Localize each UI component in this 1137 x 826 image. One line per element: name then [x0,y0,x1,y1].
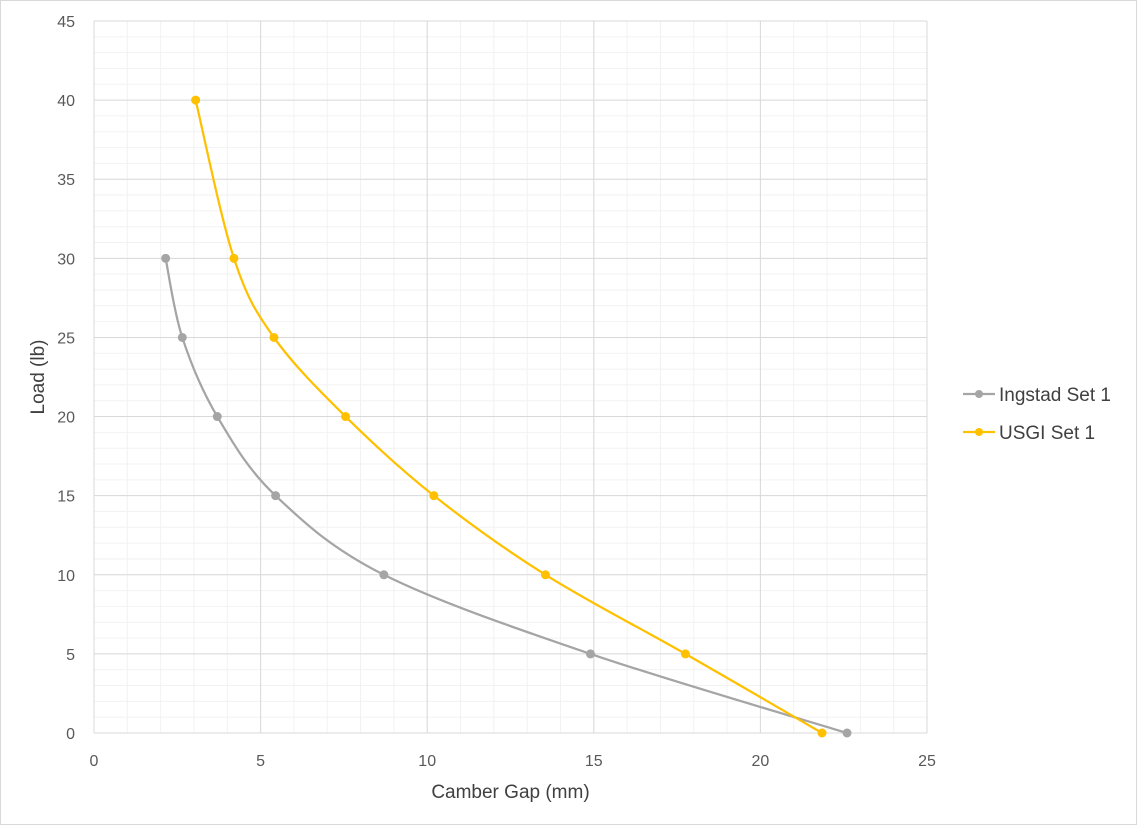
x-tick-label: 10 [418,753,436,770]
data-point-usgi-set-1 [817,728,827,738]
data-point-usgi-set-1 [191,95,201,105]
x-axis-title: Camber Gap (mm) [431,782,589,803]
y-tick-label: 5 [66,647,75,664]
series-ingstad-set-1 [161,253,852,738]
legend-item-usgi-set-1: USGI Set 1 [963,423,1095,444]
y-tick-label: 25 [57,330,75,347]
y-axis-title: Load (lb) [28,340,49,415]
legend-item-ingstad-set-1: Ingstad Set 1 [963,385,1111,406]
legend-label: USGI Set 1 [999,423,1095,444]
legend-label: Ingstad Set 1 [999,385,1111,406]
data-point-ingstad-set-1 [271,491,281,501]
y-tick-label: 35 [57,172,75,189]
legend-swatch-marker [975,428,983,436]
data-point-ingstad-set-1 [177,332,187,342]
series-layer [161,95,852,738]
x-tick-label: 5 [256,753,265,770]
y-tick-label: 30 [57,251,75,268]
x-tick-label: 20 [752,753,770,770]
legend: Ingstad Set 1 USGI Set 1 [963,385,1111,444]
data-point-ingstad-set-1 [212,412,222,422]
data-point-usgi-set-1 [269,332,279,342]
y-tick-label: 10 [57,568,75,585]
y-tick-label: 40 [57,93,75,110]
data-point-usgi-set-1 [229,253,239,263]
series-line-ingstad-set-1 [164,258,848,735]
y-tick-label: 45 [57,14,75,31]
data-point-ingstad-set-1 [161,253,171,263]
data-point-ingstad-set-1 [842,728,852,738]
data-point-usgi-set-1 [429,491,439,501]
data-point-usgi-set-1 [341,412,351,422]
legend-swatch-marker [975,390,983,398]
data-point-ingstad-set-1 [585,649,595,659]
x-tick-label: 0 [90,753,99,770]
y-tick-label: 0 [66,726,75,743]
x-tick-label: 15 [585,753,603,770]
data-point-usgi-set-1 [680,649,690,659]
series-usgi-set-1 [191,95,827,738]
y-tick-label: 20 [57,410,75,427]
y-tick-label: 15 [57,489,75,506]
x-tick-label: 25 [918,753,936,770]
x-axis-tick-labels: 0 5 10 15 20 25 [90,753,936,770]
data-point-ingstad-set-1 [379,570,389,580]
data-point-usgi-set-1 [540,570,550,580]
y-axis-tick-labels: 0 5 10 15 20 25 30 35 40 45 [57,14,75,743]
